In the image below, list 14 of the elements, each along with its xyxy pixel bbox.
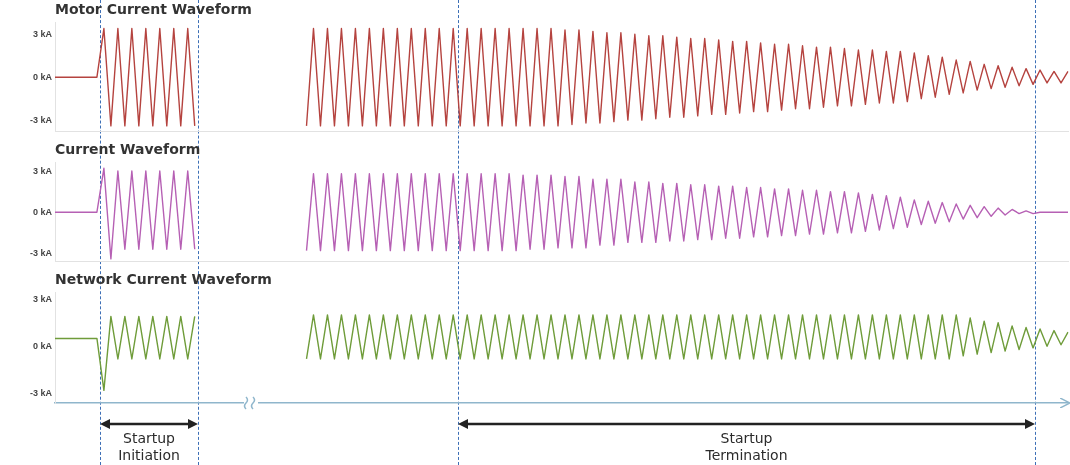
y-tick-label: -3 kA — [29, 114, 53, 125]
text: Startup Termination — [704, 429, 788, 463]
y-tick-label: 0 kA — [32, 206, 53, 217]
y-tick-label: -3 kA — [29, 247, 53, 258]
y-tick-label: 0 kA — [32, 71, 53, 82]
y-tick-label: 0 kA — [32, 340, 53, 351]
text: Startup Initiation — [118, 429, 180, 463]
chart-title: Current Waveform — [55, 141, 201, 158]
y-tick-label: -3 kA — [29, 388, 53, 399]
y-tick-label: 3 kA — [32, 165, 53, 176]
chart-title: Network Current Waveform — [55, 271, 272, 288]
y-tick-label: 3 kA — [32, 293, 53, 304]
chart-title: Motor Current Waveform — [55, 1, 252, 18]
y-tick-label: 3 kA — [32, 28, 53, 39]
